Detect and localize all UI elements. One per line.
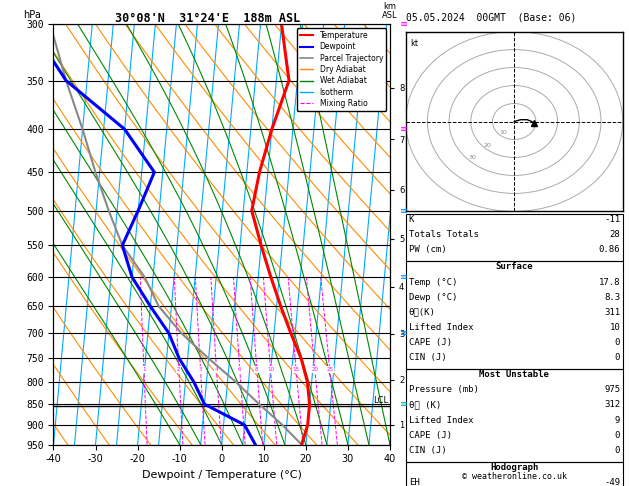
Text: Temp (°C): Temp (°C) [409, 278, 457, 287]
Text: km
ASL: km ASL [382, 2, 398, 20]
Text: 05.05.2024  00GMT  (Base: 06): 05.05.2024 00GMT (Base: 06) [406, 12, 576, 22]
Text: 15: 15 [292, 367, 299, 372]
Text: 10: 10 [610, 323, 620, 332]
Text: Dewp (°C): Dewp (°C) [409, 293, 457, 302]
X-axis label: Dewpoint / Temperature (°C): Dewpoint / Temperature (°C) [142, 470, 302, 480]
Text: Totals Totals: Totals Totals [409, 230, 479, 239]
Text: 0: 0 [615, 431, 620, 440]
Text: 2: 2 [177, 367, 181, 372]
Text: CAPE (J): CAPE (J) [409, 431, 452, 440]
Text: PW (cm): PW (cm) [409, 245, 447, 254]
Text: 312: 312 [604, 400, 620, 410]
Text: 30: 30 [469, 155, 477, 160]
Text: Pressure (mb): Pressure (mb) [409, 385, 479, 395]
Text: Hodograph: Hodograph [490, 463, 538, 472]
Text: 25: 25 [326, 367, 333, 372]
Text: 10: 10 [499, 130, 507, 135]
Text: © weatheronline.co.uk: © weatheronline.co.uk [462, 472, 567, 481]
Text: hPa: hPa [23, 10, 41, 20]
Text: 8: 8 [255, 367, 259, 372]
Text: ≡: ≡ [400, 329, 408, 338]
Text: ≡: ≡ [400, 19, 408, 29]
Legend: Temperature, Dewpoint, Parcel Trajectory, Dry Adiabat, Wet Adiabat, Isotherm, Mi: Temperature, Dewpoint, Parcel Trajectory… [297, 28, 386, 111]
Text: 311: 311 [604, 308, 620, 317]
Text: 0: 0 [615, 353, 620, 362]
Text: ≡: ≡ [400, 399, 408, 409]
Text: LCL: LCL [373, 397, 388, 405]
Text: Most Unstable: Most Unstable [479, 370, 549, 380]
Text: 0.86: 0.86 [599, 245, 620, 254]
Text: EH: EH [409, 478, 420, 486]
Text: ≡: ≡ [400, 206, 408, 216]
Text: θᴇ(K): θᴇ(K) [409, 308, 436, 317]
Text: K: K [409, 215, 415, 224]
Text: θᴇ (K): θᴇ (K) [409, 400, 441, 410]
Text: kt: kt [410, 39, 418, 48]
Text: ≡: ≡ [400, 124, 408, 134]
Text: CIN (J): CIN (J) [409, 446, 447, 455]
Text: -49: -49 [604, 478, 620, 486]
Text: Surface: Surface [496, 262, 533, 272]
Text: 0: 0 [615, 446, 620, 455]
Text: 8.3: 8.3 [604, 293, 620, 302]
Text: 20: 20 [311, 367, 318, 372]
Text: Lifted Index: Lifted Index [409, 323, 474, 332]
Text: ≡: ≡ [400, 272, 408, 282]
Text: 4: 4 [214, 367, 218, 372]
Text: 9: 9 [615, 416, 620, 425]
Text: 6: 6 [238, 367, 242, 372]
Text: 20: 20 [484, 143, 492, 148]
Text: 1: 1 [142, 367, 146, 372]
Text: CAPE (J): CAPE (J) [409, 338, 452, 347]
Text: 3: 3 [199, 367, 203, 372]
Text: 975: 975 [604, 385, 620, 395]
Text: 0: 0 [615, 338, 620, 347]
Text: CIN (J): CIN (J) [409, 353, 447, 362]
Text: 17.8: 17.8 [599, 278, 620, 287]
Text: 10: 10 [267, 367, 274, 372]
Text: Lifted Index: Lifted Index [409, 416, 474, 425]
Text: -11: -11 [604, 215, 620, 224]
Text: 30°08'N  31°24'E  188m ASL: 30°08'N 31°24'E 188m ASL [115, 12, 300, 25]
Text: 28: 28 [610, 230, 620, 239]
